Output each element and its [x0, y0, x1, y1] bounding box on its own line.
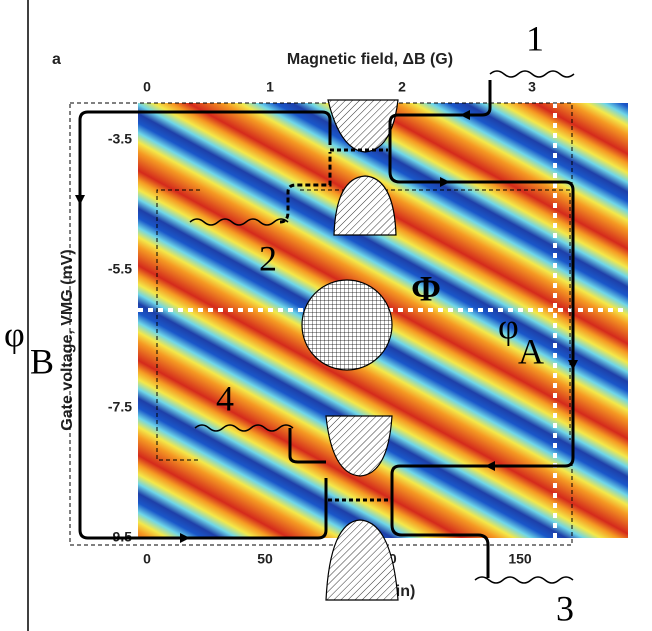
contact	[490, 71, 574, 77]
contact-label: 4	[216, 378, 234, 418]
contact-label: 2	[259, 238, 277, 278]
contact-label: 3	[556, 588, 574, 628]
tick-label: 1	[266, 79, 274, 95]
tick-label: -3.5	[108, 131, 132, 147]
tick-label: -7.5	[108, 399, 132, 415]
contact	[475, 577, 573, 583]
phase-subscript: A	[518, 331, 544, 371]
flux-dot	[302, 280, 392, 370]
tick-label: 2	[398, 79, 406, 95]
tick-label: 0	[143, 79, 151, 95]
tick-label: 0	[143, 551, 151, 567]
tick-label: 150	[508, 551, 532, 567]
phase-label: φ	[498, 306, 519, 346]
figure: a Magnetic field, ΔB (G) Time (min) Gate…	[0, 0, 652, 631]
left-axis-title: Gate voltage, VMG (mV)	[59, 249, 76, 430]
phase-label: φ	[4, 314, 25, 354]
panel-label: a	[52, 51, 61, 68]
top-axis-title: Magnetic field, ΔB (G)	[287, 51, 453, 68]
tick-label: 3	[528, 79, 536, 95]
arrow	[75, 195, 85, 205]
contact-label: 1	[526, 18, 544, 58]
flux-label: Φ	[411, 268, 441, 308]
tick-label: 50	[257, 551, 273, 567]
tick-label: -5.5	[108, 261, 132, 277]
phase-subscript: B	[30, 341, 54, 381]
